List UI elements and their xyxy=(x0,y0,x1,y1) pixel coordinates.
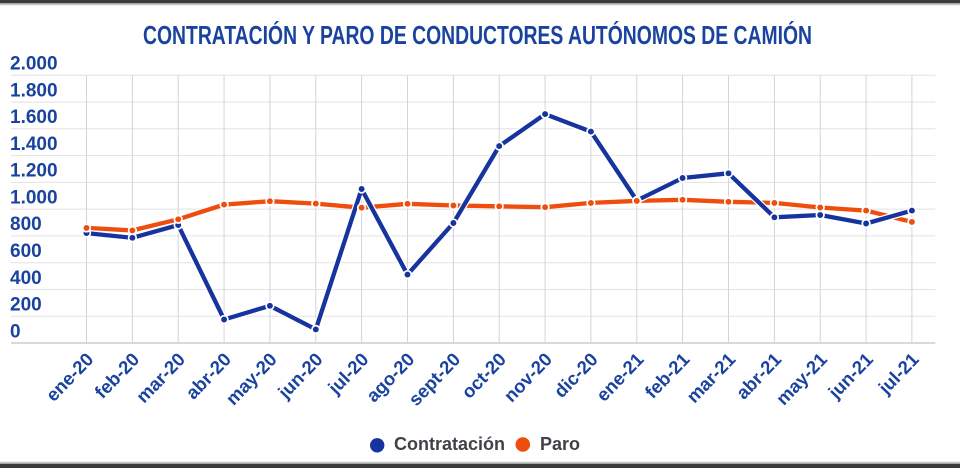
svg-text:2.000: 2.000 xyxy=(10,54,58,75)
svg-text:mar-21: mar-21 xyxy=(682,349,739,407)
svg-text:ene-20: ene-20 xyxy=(42,349,98,406)
svg-text:nov-20: nov-20 xyxy=(499,349,556,406)
svg-text:400: 400 xyxy=(10,268,42,289)
svg-text:mar-20: mar-20 xyxy=(132,349,189,407)
svg-text:0: 0 xyxy=(10,321,21,342)
svg-text:Paro: Paro xyxy=(540,434,580,454)
svg-text:1.200: 1.200 xyxy=(10,161,58,182)
svg-text:1.400: 1.400 xyxy=(10,134,58,155)
svg-text:1.800: 1.800 xyxy=(10,80,58,101)
svg-text:1.600: 1.600 xyxy=(10,107,58,128)
svg-text:600: 600 xyxy=(10,241,42,262)
svg-text:Contratación: Contratación xyxy=(394,434,505,454)
svg-text:jun-21: jun-21 xyxy=(823,349,877,403)
svg-text:CONTRATACIÓN Y PARO DE CONDUCT: CONTRATACIÓN Y PARO DE CONDUCTORES AUTÓN… xyxy=(143,20,812,50)
svg-text:sept-20: sept-20 xyxy=(404,349,464,410)
svg-text:ene-21: ene-21 xyxy=(592,349,648,406)
svg-text:jun-20: jun-20 xyxy=(273,349,327,403)
svg-text:may-21: may-21 xyxy=(772,349,831,409)
svg-text:jul-21: jul-21 xyxy=(873,349,922,399)
svg-text:800: 800 xyxy=(10,214,42,235)
svg-text:may-20: may-20 xyxy=(221,349,280,409)
svg-text:1.000: 1.000 xyxy=(10,187,58,208)
svg-text:200: 200 xyxy=(10,295,42,316)
